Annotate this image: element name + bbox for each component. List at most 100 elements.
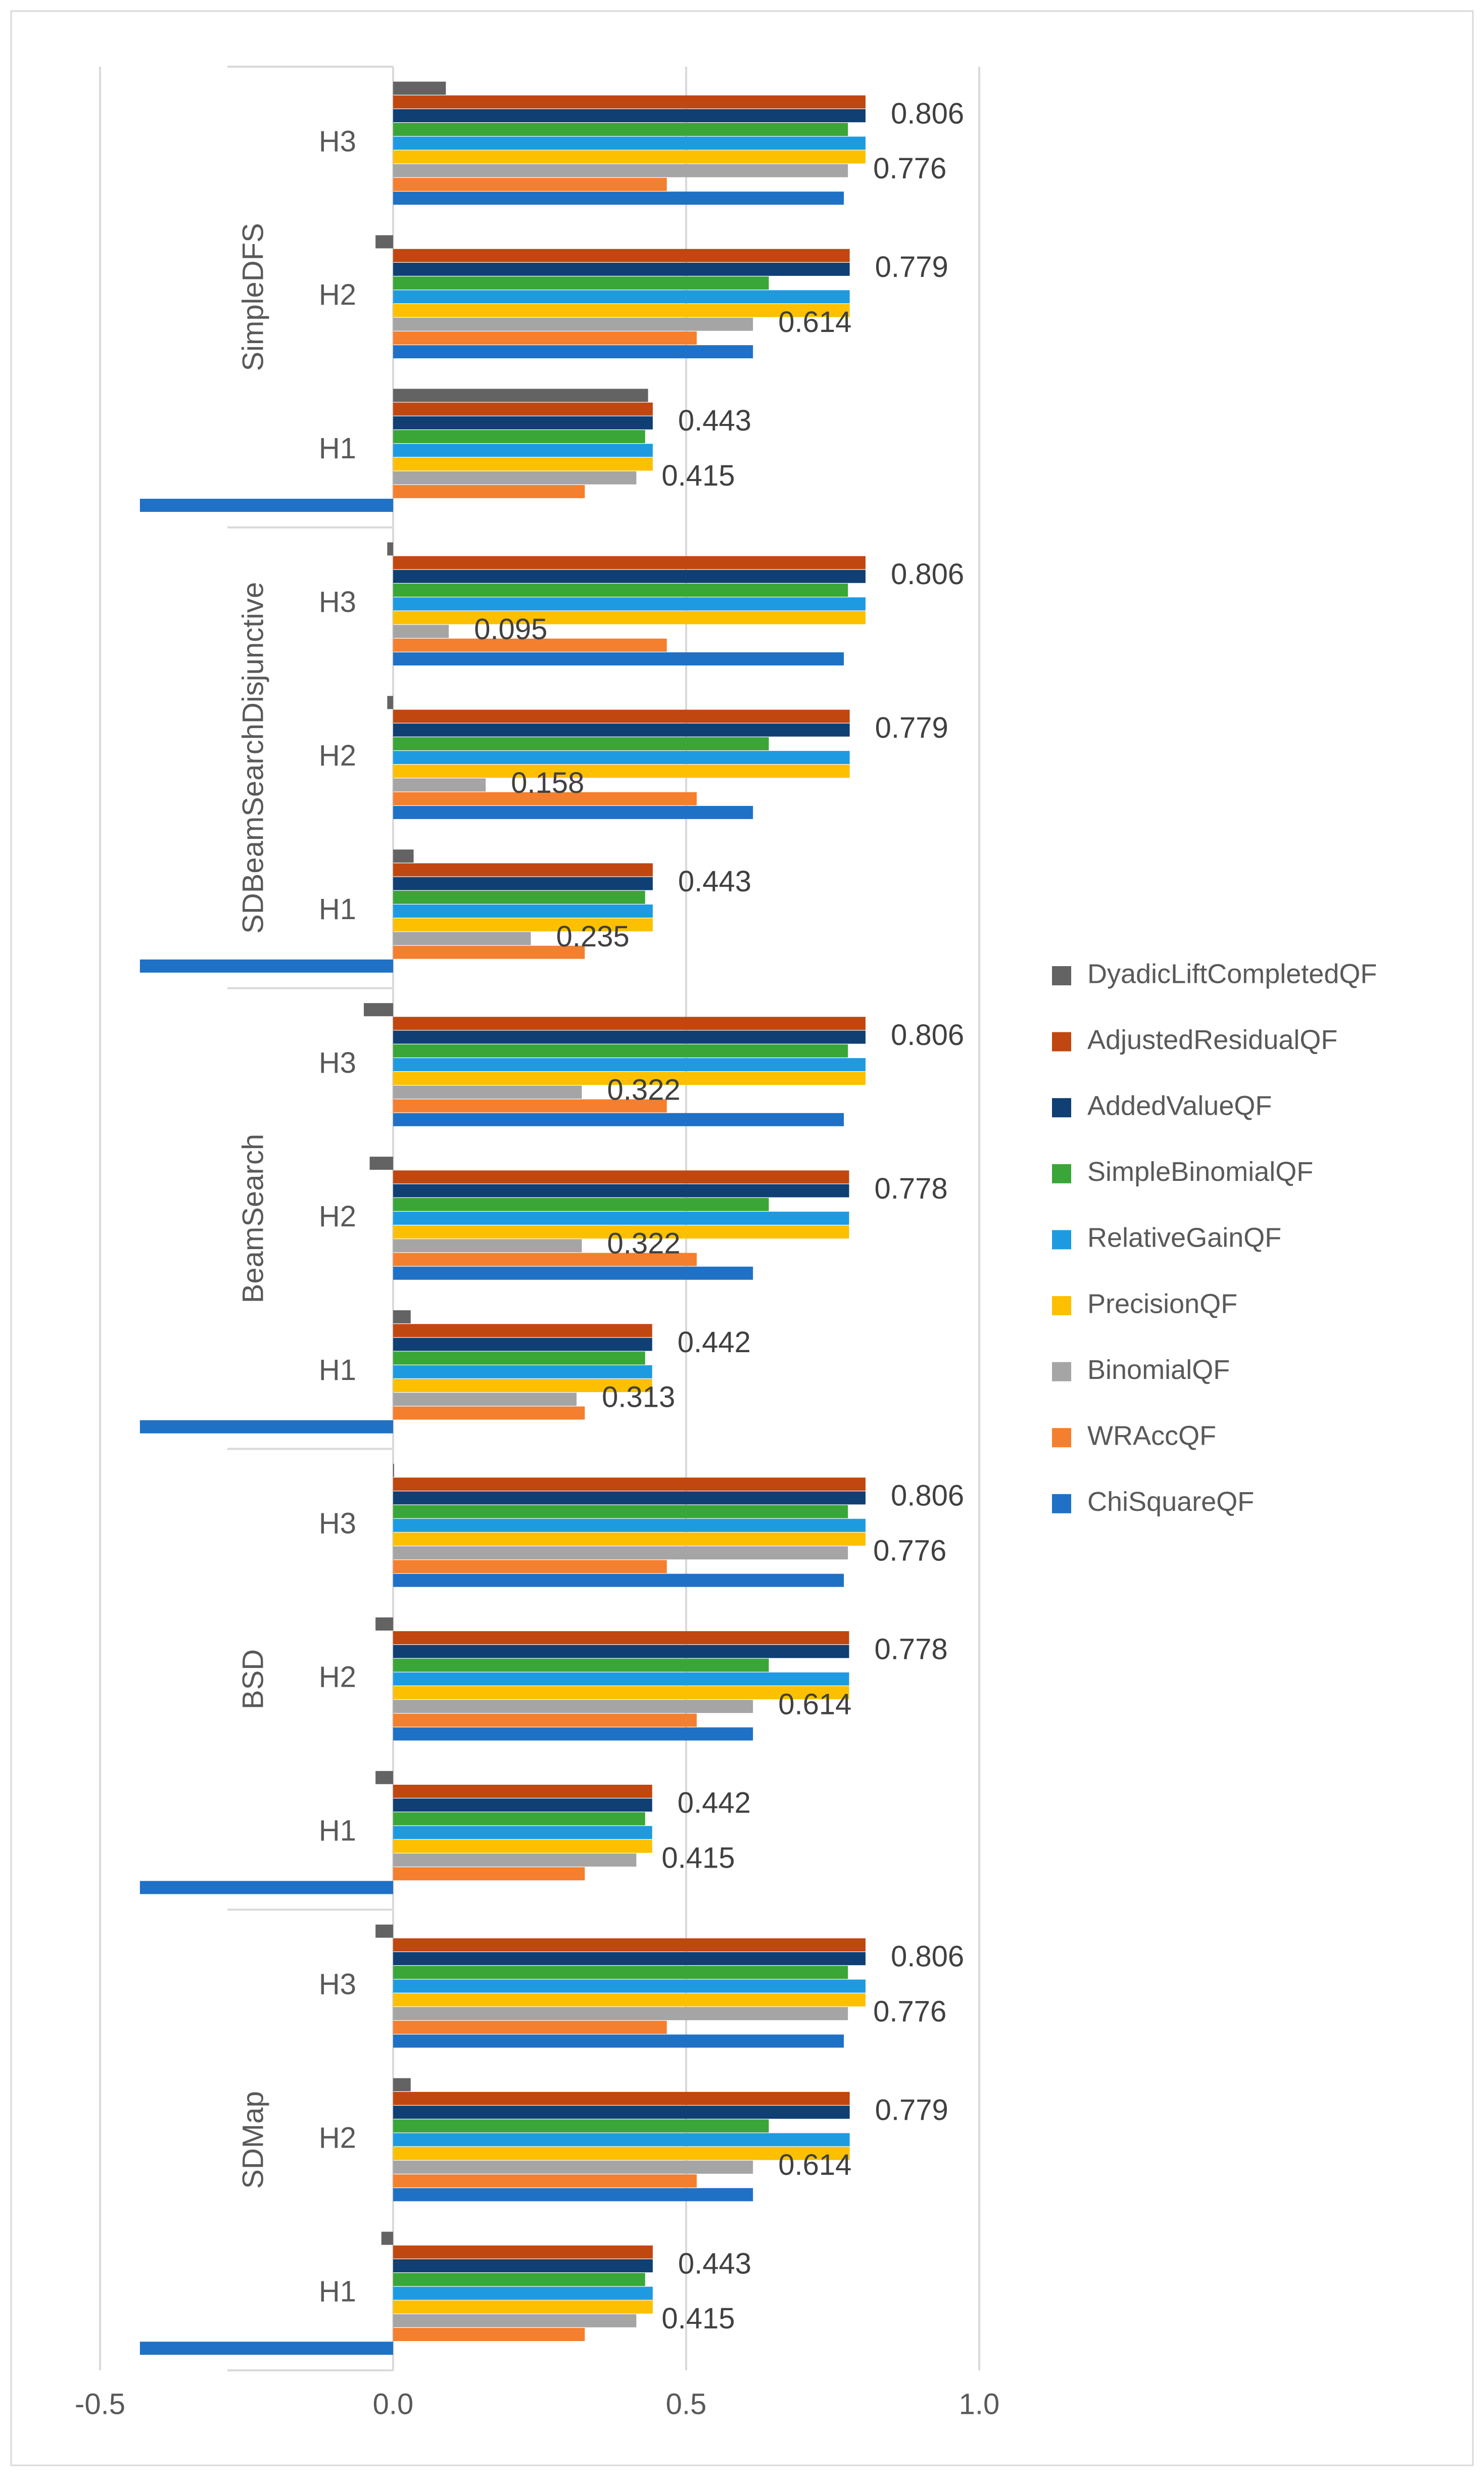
bar-addedvalueqf-sdbeamsearchdisjunctive-h2 (393, 723, 850, 737)
bar-binomialqf-sdbeamsearchdisjunctive-h3 (393, 625, 449, 638)
bar-precisionqf-bsd-h3 (393, 1532, 866, 1546)
bar-relativegainqf-beamsearch-h1 (393, 1365, 652, 1378)
data-label-top-sdmap-h1: 0.443 (678, 2247, 751, 2280)
data-label-top-sdmap-h3: 0.806 (891, 1940, 964, 1973)
bar-relativegainqf-sdmap-h3 (393, 1979, 866, 1993)
bar-dyadicliftcompletedqf-beamsearch-h1 (393, 1310, 411, 1324)
data-label-binomial-sdbeamsearchdisjunctive-h3: 0.095 (474, 613, 547, 646)
bar-chisquareqf-sdmap-h3 (393, 2034, 844, 2048)
bar-dyadicliftcompletedqf-sdmap-h3 (375, 1924, 393, 1938)
bar-simplebinomialqf-beamsearch-h3 (393, 1044, 848, 1058)
bar-adjustedresidualqf-simpledfs-h3 (393, 95, 866, 109)
data-label-top-bsd-h2: 0.778 (874, 1633, 947, 1666)
bar-wraccqf-beamsearch-h1 (393, 1406, 585, 1420)
bar-adjustedresidualqf-sdmap-h2 (393, 2091, 850, 2105)
bar-relativegainqf-simpledfs-h1 (393, 444, 653, 457)
bar-precisionqf-beamsearch-h3 (393, 1072, 866, 1085)
bar-addedvalueqf-sdmap-h2 (393, 2106, 850, 2119)
legend-label-chisquareqf: ChiSquareQF (1087, 1487, 1254, 1517)
bar-addedvalueqf-simpledfs-h3 (393, 109, 866, 122)
data-label-top-beamsearch-h3: 0.806 (891, 1019, 964, 1052)
bar-relativegainqf-sdmap-h1 (393, 2286, 653, 2300)
subcategory-label-sdmap-h2: H2 (319, 2121, 356, 2154)
bar-chisquareqf-beamsearch-h2 (393, 1266, 753, 1280)
bar-wraccqf-sdmap-h1 (393, 2328, 585, 2342)
bar-wraccqf-sdmap-h3 (393, 2021, 667, 2034)
group-label-sdbeamsearchdisjunctive: SDBeamSearchDisjunctive (236, 582, 269, 934)
legend-label-adjustedresidualqf: AdjustedResidualQF (1087, 1025, 1337, 1055)
bar-simplebinomialqf-sdmap-h3 (393, 1966, 848, 1979)
bar-chisquareqf-beamsearch-h3 (393, 1113, 844, 1126)
subcategory-label-simpledfs-h3: H3 (319, 125, 356, 158)
data-label-top-simpledfs-h2: 0.779 (875, 251, 948, 283)
subcategory-label-sdbeamsearchdisjunctive-h3: H3 (319, 586, 356, 618)
bar-wraccqf-bsd-h1 (393, 1867, 585, 1881)
data-label-binomial-sdmap-h3: 0.776 (873, 1995, 946, 2028)
data-label-top-sdbeamsearchdisjunctive-h1: 0.443 (678, 865, 751, 898)
bar-binomialqf-bsd-h2 (393, 1700, 753, 1713)
subcategory-label-bsd-h2: H2 (319, 1661, 356, 1694)
bar-addedvalueqf-sdmap-h3 (393, 1952, 866, 1966)
bar-adjustedresidualqf-sdmap-h3 (393, 1938, 866, 1951)
bar-precisionqf-simpledfs-h2 (393, 304, 850, 317)
bar-chisquareqf-sdbeamsearchdisjunctive-h1 (139, 959, 393, 973)
bar-wraccqf-bsd-h3 (393, 1560, 667, 1574)
subcategory-label-sdbeamsearchdisjunctive-h1: H1 (319, 893, 356, 926)
bar-relativegainqf-bsd-h1 (393, 1826, 652, 1839)
bar-chisquareqf-simpledfs-h3 (393, 192, 844, 205)
bar-adjustedresidualqf-beamsearch-h3 (393, 1017, 866, 1030)
bar-relativegainqf-sdbeamsearchdisjunctive-h1 (393, 904, 653, 918)
bar-wraccqf-sdbeamsearchdisjunctive-h3 (393, 638, 667, 652)
bar-wraccqf-bsd-h2 (393, 1713, 697, 1727)
x-tick-label-3: 1.0 (959, 2388, 1000, 2420)
subcategory-label-sdmap-h1: H1 (319, 2275, 356, 2308)
bar-precisionqf-sdbeamsearchdisjunctive-h3 (393, 611, 866, 625)
bar-dyadicliftcompletedqf-simpledfs-h3 (393, 81, 446, 95)
bar-simplebinomialqf-sdbeamsearchdisjunctive-h2 (393, 737, 769, 750)
bar-dyadicliftcompletedqf-sdbeamsearchdisjunctive-h1 (393, 849, 414, 863)
data-label-top-sdbeamsearchdisjunctive-h2: 0.779 (875, 711, 948, 744)
bar-adjustedresidualqf-sdbeamsearchdisjunctive-h3 (393, 556, 866, 569)
bar-relativegainqf-beamsearch-h2 (393, 1211, 849, 1225)
bar-relativegainqf-simpledfs-h2 (393, 290, 850, 304)
bar-wraccqf-sdbeamsearchdisjunctive-h1 (393, 945, 585, 959)
data-label-binomial-beamsearch-h2: 0.322 (607, 1227, 681, 1260)
bar-addedvalueqf-bsd-h1 (393, 1798, 652, 1812)
subcategory-label-bsd-h3: H3 (319, 1507, 356, 1540)
data-label-binomial-beamsearch-h1: 0.313 (602, 1381, 675, 1414)
legend-label-addedvalueqf: AddedValueQF (1087, 1090, 1272, 1121)
bar-dyadicliftcompletedqf-beamsearch-h3 (364, 1003, 393, 1017)
bar-chisquareqf-sdbeamsearchdisjunctive-h2 (393, 805, 753, 819)
subcategory-label-beamsearch-h2: H2 (319, 1200, 356, 1233)
bar-binomialqf-simpledfs-h2 (393, 317, 753, 331)
bar-precisionqf-beamsearch-h1 (393, 1379, 652, 1393)
bar-chisquareqf-simpledfs-h2 (393, 345, 753, 359)
legend-label-dyadicliftcompletedqf: DyadicLiftCompletedQF (1087, 959, 1377, 989)
bar-adjustedresidualqf-beamsearch-h1 (393, 1324, 652, 1338)
bar-binomialqf-sdmap-h2 (393, 2160, 753, 2174)
bar-chisquareqf-sdmap-h1 (139, 2342, 393, 2355)
data-label-top-sdbeamsearchdisjunctive-h3: 0.806 (891, 558, 964, 591)
legend-swatch-addedvalueqf (1052, 1098, 1071, 1118)
bar-wraccqf-sdmap-h2 (393, 2174, 697, 2188)
legend-label-wraccqf: WRAccQF (1087, 1420, 1216, 1451)
bar-adjustedresidualqf-bsd-h2 (393, 1631, 849, 1645)
bar-precisionqf-bsd-h1 (393, 1839, 652, 1853)
legend-swatch-dyadicliftcompletedqf (1052, 966, 1071, 985)
bar-dyadicliftcompletedqf-bsd-h3 (393, 1463, 394, 1477)
bar-dyadicliftcompletedqf-beamsearch-h2 (369, 1157, 393, 1170)
bar-wraccqf-simpledfs-h3 (393, 177, 667, 191)
bar-binomialqf-sdmap-h3 (393, 2007, 848, 2020)
bar-dyadicliftcompletedqf-bsd-h2 (375, 1617, 393, 1631)
bar-dyadicliftcompletedqf-sdbeamsearchdisjunctive-h3 (387, 542, 393, 556)
group-label-bsd: BSD (236, 1649, 269, 1709)
legend-label-simplebinomialqf: SimpleBinomialQF (1087, 1157, 1313, 1187)
legend-label-relativegainqf: RelativeGainQF (1087, 1223, 1281, 1253)
bar-binomialqf-bsd-h3 (393, 1546, 848, 1560)
bar-chisquareqf-sdmap-h2 (393, 2188, 753, 2202)
legend-swatch-wraccqf (1052, 1428, 1071, 1448)
bar-simplebinomialqf-bsd-h1 (393, 1812, 645, 1826)
bar-simplebinomialqf-beamsearch-h1 (393, 1351, 645, 1365)
bar-addedvalueqf-simpledfs-h1 (393, 416, 653, 430)
